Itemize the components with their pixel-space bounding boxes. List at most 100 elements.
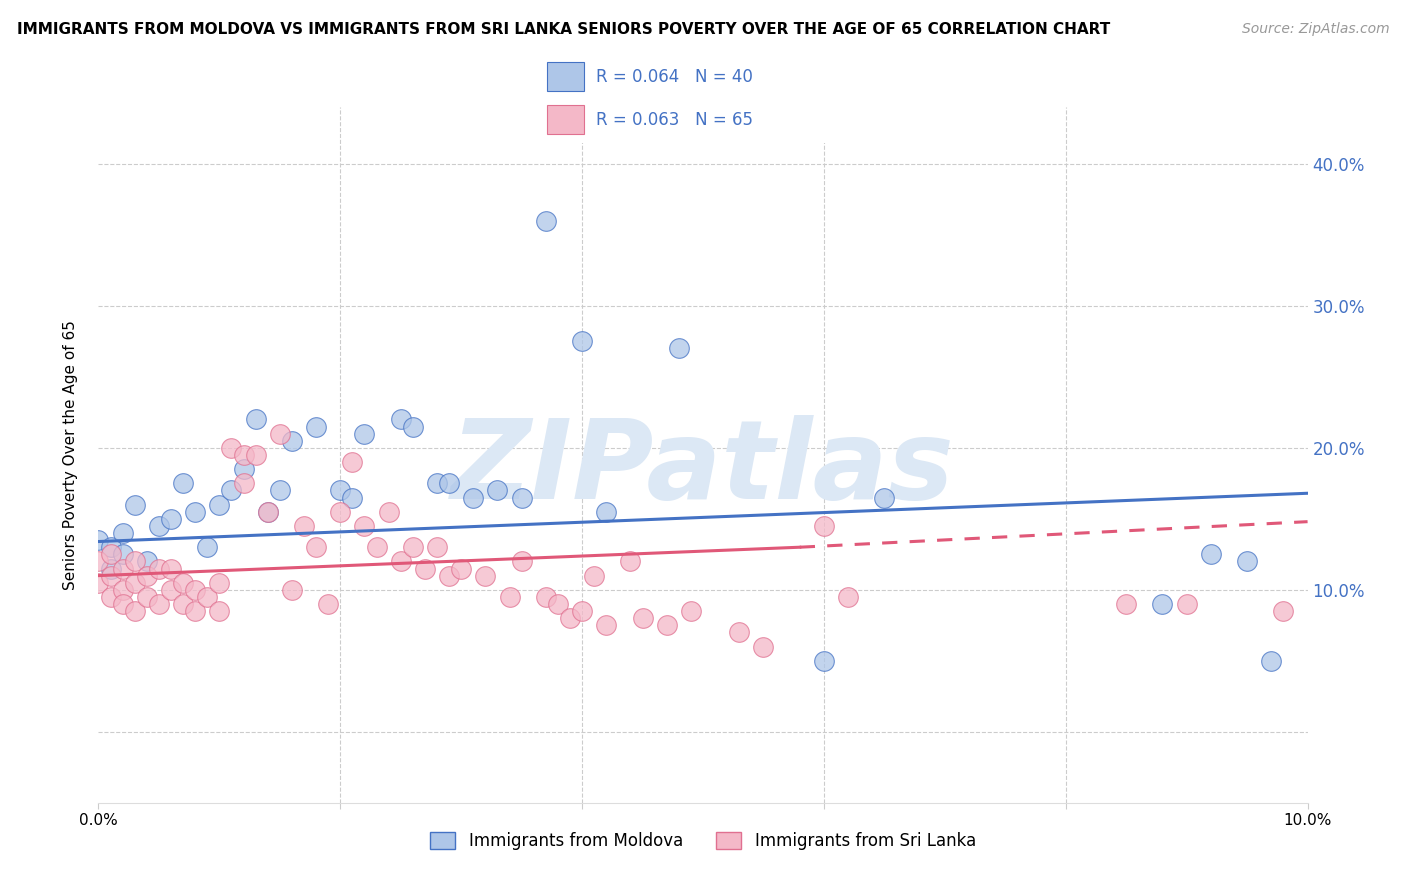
Point bbox=[172, 597, 194, 611]
Point bbox=[160, 561, 183, 575]
Point bbox=[100, 561, 122, 575]
Point bbox=[426, 476, 449, 491]
Point bbox=[619, 554, 641, 568]
Point bbox=[269, 483, 291, 498]
Point bbox=[148, 561, 170, 575]
Point bbox=[100, 568, 122, 582]
Point bbox=[135, 590, 157, 604]
Point bbox=[389, 554, 412, 568]
Point bbox=[679, 604, 702, 618]
Point bbox=[87, 533, 110, 548]
Point bbox=[172, 476, 194, 491]
Point bbox=[221, 483, 243, 498]
Legend: Immigrants from Moldova, Immigrants from Sri Lanka: Immigrants from Moldova, Immigrants from… bbox=[423, 826, 983, 857]
Point bbox=[195, 540, 218, 554]
Point bbox=[124, 498, 146, 512]
Point bbox=[402, 540, 425, 554]
Point bbox=[87, 554, 110, 568]
Point bbox=[245, 412, 267, 426]
Point bbox=[450, 561, 472, 575]
Point bbox=[474, 568, 496, 582]
Point bbox=[1152, 597, 1174, 611]
Point bbox=[172, 575, 194, 590]
Point bbox=[184, 505, 207, 519]
Point bbox=[256, 505, 278, 519]
Text: Source: ZipAtlas.com: Source: ZipAtlas.com bbox=[1241, 22, 1389, 37]
Point bbox=[111, 582, 134, 597]
Point bbox=[256, 505, 278, 519]
Point bbox=[245, 448, 267, 462]
Point bbox=[558, 611, 581, 625]
Point bbox=[148, 597, 170, 611]
Point bbox=[377, 505, 399, 519]
Point bbox=[1175, 597, 1198, 611]
Point bbox=[389, 412, 412, 426]
Point bbox=[366, 540, 388, 554]
Point bbox=[329, 505, 352, 519]
Point bbox=[160, 512, 183, 526]
Point bbox=[1260, 654, 1282, 668]
Point bbox=[184, 604, 207, 618]
Point bbox=[534, 590, 557, 604]
Point bbox=[463, 491, 485, 505]
Point bbox=[437, 476, 460, 491]
Y-axis label: Seniors Poverty Over the Age of 65: Seniors Poverty Over the Age of 65 bbox=[63, 320, 77, 590]
Point bbox=[292, 519, 315, 533]
Point bbox=[1199, 547, 1222, 561]
Point bbox=[655, 618, 678, 632]
Point bbox=[124, 554, 146, 568]
Text: R = 0.063   N = 65: R = 0.063 N = 65 bbox=[596, 111, 754, 128]
Point bbox=[148, 519, 170, 533]
Point bbox=[135, 554, 157, 568]
Point bbox=[1272, 604, 1295, 618]
Point bbox=[510, 554, 533, 568]
Point bbox=[208, 575, 231, 590]
Text: R = 0.064   N = 40: R = 0.064 N = 40 bbox=[596, 68, 754, 86]
Point bbox=[316, 597, 339, 611]
Point bbox=[813, 519, 835, 533]
Point bbox=[208, 498, 231, 512]
Point bbox=[281, 582, 304, 597]
Point bbox=[510, 491, 533, 505]
Point bbox=[111, 597, 134, 611]
Point bbox=[353, 426, 375, 441]
Point bbox=[281, 434, 304, 448]
Point bbox=[269, 426, 291, 441]
FancyBboxPatch shape bbox=[529, 52, 849, 145]
Text: IMMIGRANTS FROM MOLDOVA VS IMMIGRANTS FROM SRI LANKA SENIORS POVERTY OVER THE AG: IMMIGRANTS FROM MOLDOVA VS IMMIGRANTS FR… bbox=[17, 22, 1111, 37]
Point bbox=[595, 505, 617, 519]
Point bbox=[100, 540, 122, 554]
Point bbox=[135, 568, 157, 582]
Point bbox=[426, 540, 449, 554]
Point bbox=[208, 604, 231, 618]
Point bbox=[342, 455, 364, 469]
Point bbox=[534, 213, 557, 227]
Point bbox=[100, 590, 122, 604]
Point bbox=[486, 483, 509, 498]
Point bbox=[571, 334, 593, 349]
Point bbox=[631, 611, 654, 625]
Point bbox=[813, 654, 835, 668]
Point bbox=[1115, 597, 1137, 611]
Point bbox=[437, 568, 460, 582]
Point bbox=[413, 561, 436, 575]
Point bbox=[402, 419, 425, 434]
Point bbox=[752, 640, 775, 654]
Point bbox=[232, 448, 254, 462]
Point bbox=[547, 597, 569, 611]
Point bbox=[329, 483, 352, 498]
Point bbox=[342, 491, 364, 505]
Point bbox=[111, 526, 134, 541]
Point bbox=[87, 575, 110, 590]
Point bbox=[498, 590, 520, 604]
Point bbox=[873, 491, 896, 505]
Point bbox=[232, 462, 254, 476]
Point bbox=[124, 575, 146, 590]
Point bbox=[124, 604, 146, 618]
Point bbox=[353, 519, 375, 533]
Point bbox=[1236, 554, 1258, 568]
Point bbox=[837, 590, 859, 604]
Point bbox=[111, 547, 134, 561]
Point bbox=[668, 342, 690, 356]
Point bbox=[305, 419, 328, 434]
